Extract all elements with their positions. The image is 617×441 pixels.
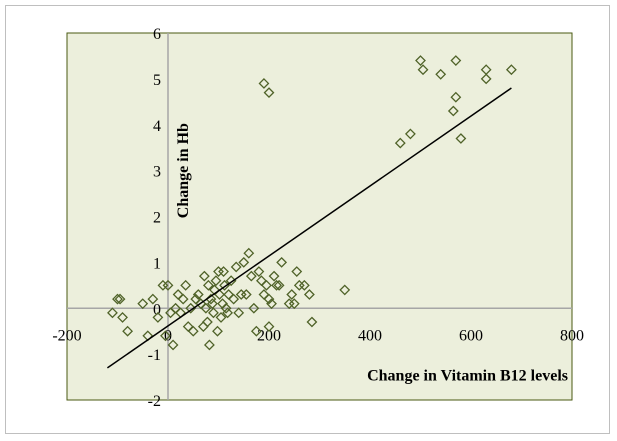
data-point [198, 270, 210, 282]
x-tick-label: 400 [358, 327, 382, 344]
data-point [215, 312, 227, 323]
y-tick-label: 3 [153, 164, 161, 181]
data-point [107, 307, 118, 319]
data-point [157, 279, 169, 291]
data-point [228, 293, 240, 305]
data-point [263, 321, 275, 333]
data-point [447, 105, 459, 117]
data-point [233, 307, 245, 319]
data-point [394, 137, 406, 149]
data-point [450, 55, 462, 66]
data-point [248, 302, 260, 314]
data-point [306, 316, 318, 328]
data-point [137, 298, 149, 310]
y-tick-label: 4 [153, 118, 161, 135]
data-point [253, 266, 265, 277]
data-point [298, 279, 310, 291]
data-point [263, 293, 275, 305]
data-point [339, 284, 351, 296]
x-axis-title: Change in Vitamin B12 levels [367, 367, 568, 384]
data-point [117, 312, 128, 323]
data-point [177, 293, 189, 305]
data-point [245, 270, 257, 282]
data-point [268, 270, 280, 282]
data-point [210, 275, 222, 287]
x-tick-label: 800 [560, 327, 584, 344]
trendline [106, 87, 512, 369]
y-tick-label: 0 [153, 301, 161, 318]
data-point [271, 279, 282, 291]
x-tick-label: 200 [257, 327, 281, 344]
data-point [202, 279, 214, 291]
data-point [263, 87, 275, 99]
data-point [218, 266, 229, 277]
y-tick-label: -1 [148, 347, 161, 364]
data-point [235, 289, 247, 300]
data-point [266, 298, 277, 310]
data-point [213, 266, 224, 277]
data-point [203, 339, 215, 351]
data-point [201, 316, 213, 328]
y-tick-label: 5 [153, 72, 161, 89]
data-point [291, 266, 303, 277]
data-point [160, 330, 171, 342]
data-point [180, 279, 192, 291]
y-axis-title: Change in Hb [175, 123, 192, 218]
data-point [222, 307, 234, 319]
data-point [238, 256, 250, 268]
x-tick-labels: -200 0 200 400 600 800 [52, 327, 584, 344]
data-point [162, 279, 174, 291]
y-tick-label: 6 [153, 26, 161, 43]
data-point [114, 293, 126, 305]
data-point [208, 307, 219, 319]
y-tick-label: -2 [148, 393, 161, 410]
data-point [505, 64, 517, 76]
data-point [455, 133, 467, 144]
data-point [192, 289, 204, 300]
x-tick-label: 600 [459, 327, 483, 344]
data-point [450, 91, 462, 103]
data-point [212, 325, 223, 337]
data-point [240, 289, 252, 300]
data-point [303, 289, 315, 300]
data-point [286, 289, 298, 300]
data-point [273, 279, 285, 291]
data-points [107, 55, 517, 351]
data-point [480, 73, 492, 85]
data-point [147, 293, 159, 305]
data-point [258, 78, 270, 89]
data-point [293, 279, 305, 291]
data-point [230, 261, 242, 273]
data-point [283, 298, 295, 310]
x-tick-label: 0 [164, 327, 172, 344]
x-tick-label: -200 [52, 327, 81, 344]
data-point [415, 55, 426, 66]
data-point [220, 302, 232, 314]
data-point [288, 298, 300, 310]
data-point [187, 325, 199, 337]
data-point [112, 293, 123, 305]
data-point [435, 68, 447, 80]
data-point [261, 279, 272, 291]
data-point [185, 302, 197, 314]
data-point [152, 312, 164, 323]
data-point [167, 339, 179, 351]
y-tick-label: 1 [153, 255, 161, 272]
y-tick-labels: -2 -1 0 1 2 3 4 5 6 [148, 26, 161, 410]
data-point [243, 247, 255, 259]
data-point [417, 64, 429, 76]
data-point [404, 128, 416, 140]
data-point [250, 325, 262, 337]
data-point [207, 298, 218, 310]
data-point [200, 302, 212, 314]
data-point [122, 325, 134, 337]
data-point [276, 256, 288, 268]
y-tick-label: 2 [153, 210, 161, 227]
plot-area [66, 32, 573, 401]
